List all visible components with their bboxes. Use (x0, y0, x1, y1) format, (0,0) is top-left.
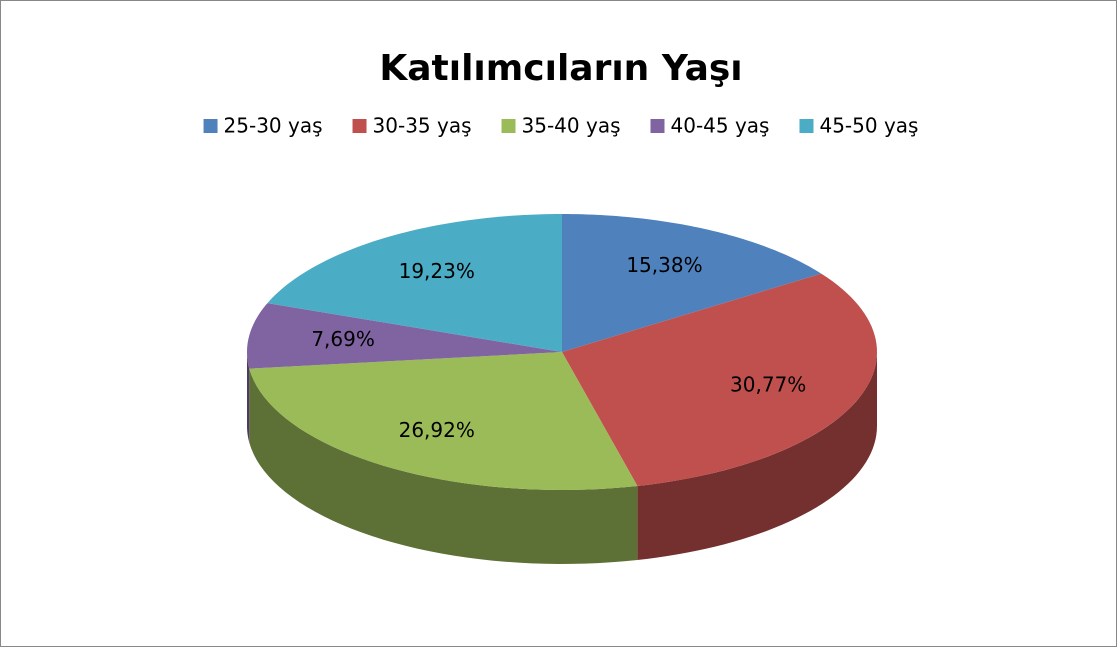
legend-label: 40-45 yaş (670, 114, 769, 138)
slice (249, 352, 638, 490)
slice (562, 273, 877, 486)
data-label: 15,38% (626, 253, 702, 277)
data-label: 30,77% (730, 373, 806, 397)
legend-label: 30-35 yaş (373, 114, 472, 138)
slice (247, 303, 562, 369)
slice-side (637, 352, 877, 560)
slice-side (249, 368, 638, 564)
legend-swatch (799, 119, 814, 133)
legend-swatch (203, 119, 218, 133)
data-label: 19,23% (399, 259, 475, 283)
legend-swatch (501, 119, 516, 133)
legend: 25-30 yaş 30-35 yaş 35-40 yaş 40-45 yaş 45-5… (203, 114, 918, 138)
slice (562, 214, 822, 352)
chart-title: Katılımcıların Yaşı (379, 48, 742, 89)
slice-side (247, 352, 250, 443)
legend-label: 35-40 yaş (522, 114, 621, 138)
legend-label: 45-50 yaş (819, 114, 918, 138)
legend-swatch (650, 119, 665, 133)
legend-swatch (352, 119, 367, 133)
slice (267, 214, 562, 352)
data-label: 26,92% (399, 418, 475, 442)
legend-label: 25-30 yaş (224, 114, 323, 138)
data-label: 7,69% (311, 327, 375, 351)
